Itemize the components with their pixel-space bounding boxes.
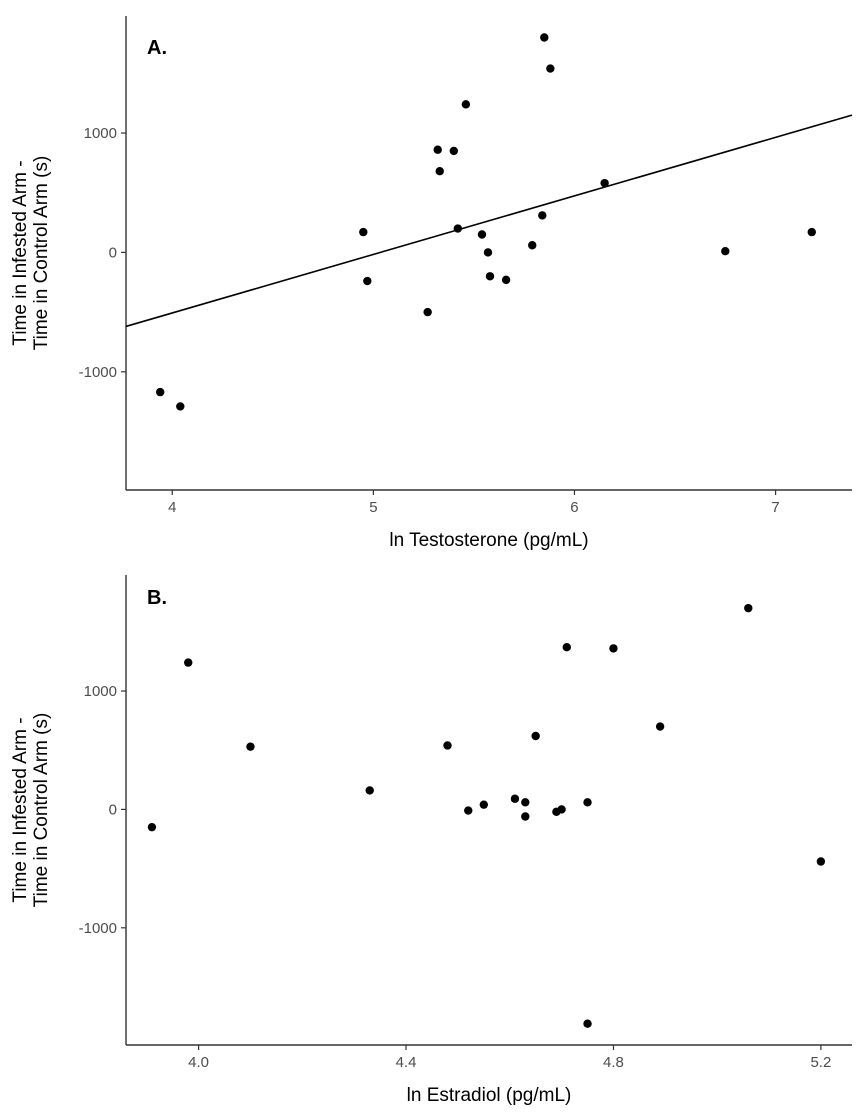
x-tick-label: 5.2 [810, 1054, 831, 1071]
panel-label: B. [147, 587, 167, 609]
data-point [477, 230, 487, 239]
y-tick-label: 1000 [84, 125, 117, 142]
x-tick-label: 4.8 [603, 1054, 624, 1071]
y-tick-label: 0 [109, 244, 117, 261]
data-point [546, 64, 555, 73]
data-point [423, 307, 432, 317]
data-point [453, 224, 463, 233]
data-point [501, 275, 511, 285]
data-point [583, 1019, 592, 1028]
data-point [483, 248, 493, 257]
y-axis-title-line: Time in Infested Arm - [10, 160, 31, 345]
data-point [816, 857, 826, 866]
x-axis-title: ln Testosterone (pg/mL) [389, 530, 588, 551]
data-point [449, 146, 459, 156]
y-axis-title: Time in Infested Arm -Time in Control Ar… [10, 713, 52, 908]
panel-a: 4 5 6 7 -1000 0 1000 ln Testosterone (pg/mL) Tim… [10, 16, 853, 551]
data-point [531, 731, 540, 741]
data-point [464, 806, 473, 815]
data-point [557, 805, 566, 814]
x-axis-title: ln Estradiol (pg/mL) [407, 1085, 572, 1106]
data-point [184, 658, 193, 667]
y-axis-title-line: Time in Control Arm (s) [31, 156, 52, 351]
y-tick-label: 0 [109, 801, 117, 818]
data-point [744, 603, 753, 613]
y-axis-title: Time in Infested Arm -Time in Control Ar… [10, 156, 52, 351]
y-tick-label: -1000 [79, 364, 117, 381]
data-point [540, 33, 549, 42]
panel-b: 4.0 4.4 4.8 5.2 -1000 0 1000 ln Estradiol (pg/m… [10, 575, 852, 1106]
y-axis-title-line: Time in Infested Arm - [10, 717, 31, 902]
x-tick-label: 6 [570, 499, 578, 516]
x-tick-label: 7 [771, 499, 779, 516]
data-point [435, 167, 444, 176]
data-point [521, 812, 530, 821]
data-point [807, 227, 816, 237]
data-point [433, 145, 442, 154]
data-point [583, 798, 592, 807]
data-point [485, 272, 495, 281]
panel-label: A. [147, 37, 167, 59]
data-point [461, 100, 471, 109]
data-point [528, 241, 537, 250]
data-point [246, 742, 255, 751]
x-tick-label: 4.4 [396, 1054, 417, 1071]
x-tick-label: 5 [369, 499, 377, 516]
data-point [359, 227, 368, 237]
data-point [365, 786, 374, 795]
data-point [147, 822, 157, 832]
data-point [538, 211, 547, 220]
data-point [155, 387, 165, 397]
y-axis-title-line: Time in Control Arm (s) [31, 713, 52, 908]
data-point [600, 178, 609, 188]
data-point [510, 794, 520, 803]
data-point [443, 741, 452, 750]
x-tick-label: 4.0 [188, 1054, 209, 1071]
data-point [609, 644, 618, 653]
data-point [363, 276, 372, 286]
data-point [176, 402, 185, 411]
x-tick-label: 4 [168, 499, 176, 516]
data-point [521, 798, 530, 807]
data-point [562, 643, 571, 652]
y-tick-label: -1000 [79, 920, 117, 937]
regression-line [125, 114, 853, 328]
y-tick-label: 1000 [84, 683, 117, 700]
data-point [479, 800, 489, 809]
data-point [655, 722, 665, 731]
data-point [721, 247, 730, 256]
